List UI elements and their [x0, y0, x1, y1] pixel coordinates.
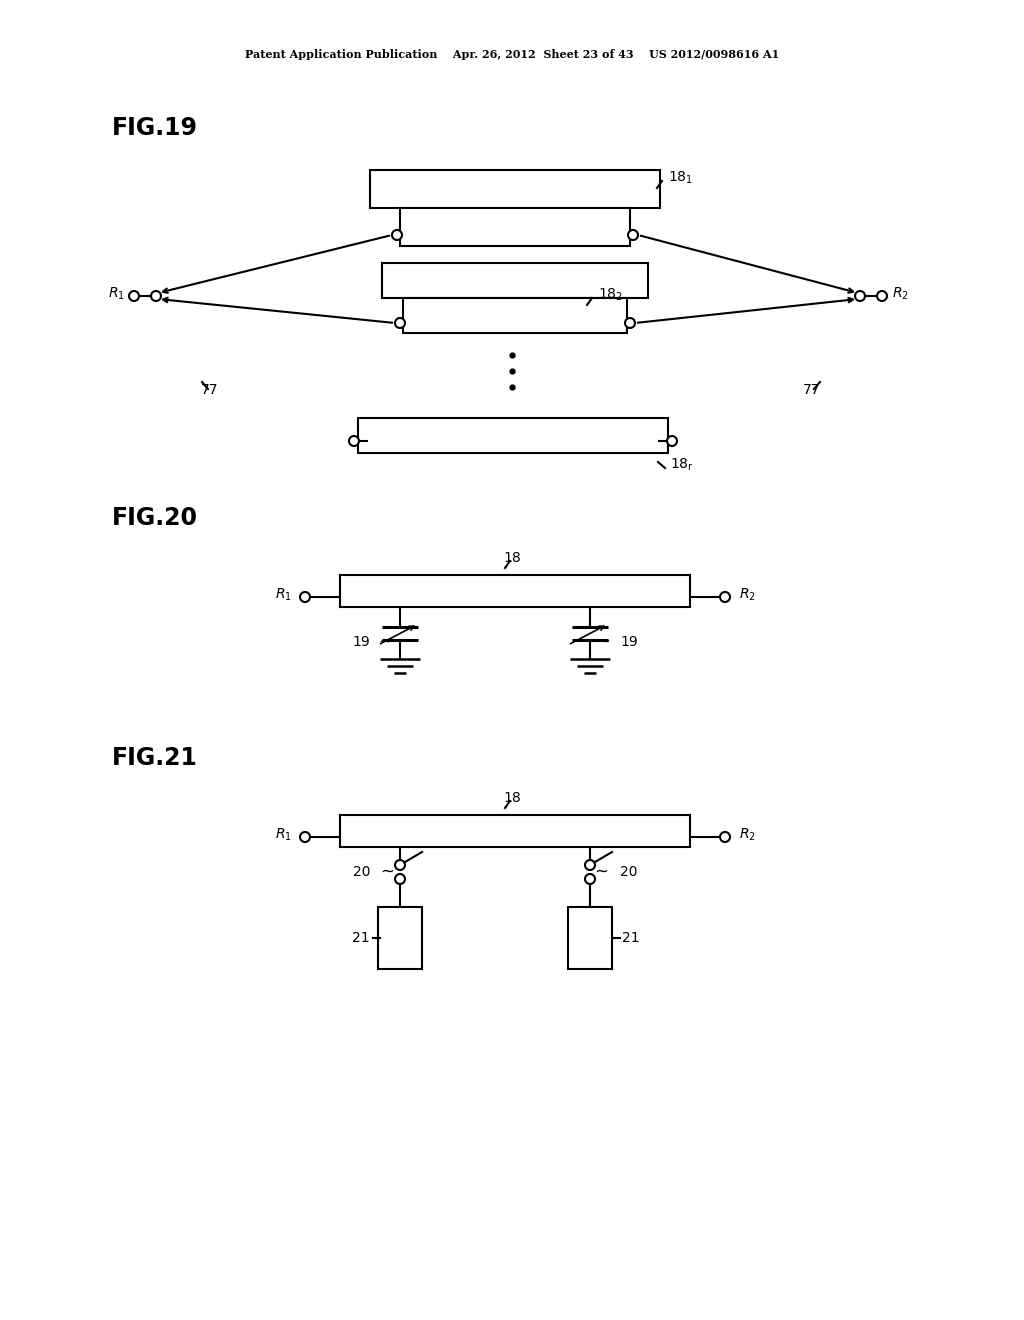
Text: 20: 20	[620, 865, 638, 879]
Circle shape	[395, 318, 406, 327]
Circle shape	[720, 832, 730, 842]
Text: $R_2$: $R_2$	[738, 826, 756, 843]
Circle shape	[585, 874, 595, 884]
Text: $\mathregular{18_r}$: $\mathregular{18_r}$	[670, 457, 694, 473]
Text: 21: 21	[622, 931, 640, 945]
Text: ~: ~	[378, 634, 392, 651]
Circle shape	[300, 832, 310, 842]
Circle shape	[667, 436, 677, 446]
Bar	[340, 576, 690, 607]
Bar	[400, 209, 630, 246]
Bar	[568, 907, 612, 969]
Circle shape	[129, 290, 139, 301]
Text: 19: 19	[620, 635, 638, 649]
Text: $\mathregular{18_1}$: $\mathregular{18_1}$	[668, 170, 693, 186]
Circle shape	[628, 230, 638, 240]
Text: $R_1$: $R_1$	[274, 826, 292, 843]
Circle shape	[392, 230, 402, 240]
Circle shape	[300, 591, 310, 602]
Circle shape	[855, 290, 865, 301]
Circle shape	[395, 861, 406, 870]
Circle shape	[395, 874, 406, 884]
Text: 20: 20	[352, 865, 370, 879]
Text: 21: 21	[352, 931, 370, 945]
Circle shape	[585, 861, 595, 870]
Bar	[370, 170, 660, 209]
Text: $R_1$: $R_1$	[274, 587, 292, 603]
Text: 18: 18	[503, 791, 521, 805]
Text: FIG.21: FIG.21	[112, 746, 198, 770]
Text: Patent Application Publication    Apr. 26, 2012  Sheet 23 of 43    US 2012/00986: Patent Application Publication Apr. 26, …	[245, 49, 779, 61]
Text: 19: 19	[352, 635, 370, 649]
Text: 77: 77	[202, 383, 219, 397]
Bar	[378, 907, 422, 969]
Text: $\mathregular{18_2}$: $\mathregular{18_2}$	[598, 286, 623, 304]
Bar	[382, 263, 648, 298]
Text: FIG.19: FIG.19	[112, 116, 198, 140]
Circle shape	[720, 591, 730, 602]
Text: $R_2$: $R_2$	[892, 286, 908, 302]
Text: $R_1$: $R_1$	[108, 286, 125, 302]
Bar	[358, 418, 668, 453]
Text: ~: ~	[596, 634, 610, 651]
Bar	[340, 814, 690, 847]
Text: FIG.20: FIG.20	[112, 506, 198, 531]
Text: 77: 77	[803, 383, 821, 397]
Circle shape	[151, 290, 161, 301]
Text: $R_2$: $R_2$	[738, 587, 756, 603]
Text: ~: ~	[380, 863, 394, 880]
Circle shape	[877, 290, 887, 301]
Text: 18: 18	[503, 550, 521, 565]
Circle shape	[349, 436, 359, 446]
Text: ~: ~	[594, 863, 608, 880]
Circle shape	[625, 318, 635, 327]
Bar	[403, 298, 627, 333]
